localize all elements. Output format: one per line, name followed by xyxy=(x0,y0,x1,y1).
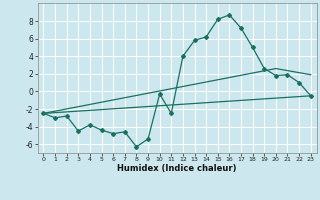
X-axis label: Humidex (Indice chaleur): Humidex (Indice chaleur) xyxy=(117,164,237,173)
